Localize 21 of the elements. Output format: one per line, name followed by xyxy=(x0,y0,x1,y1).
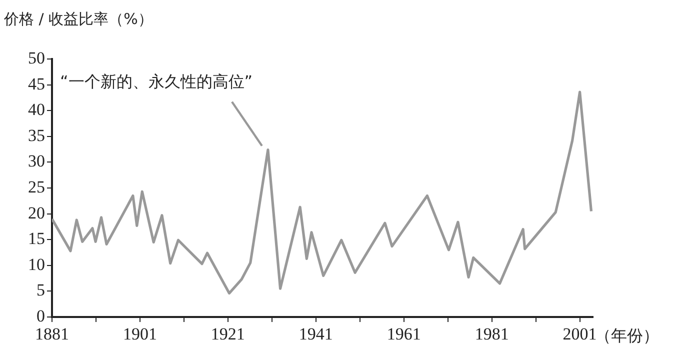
y-tick-label: 45 xyxy=(28,74,45,94)
x-tick-label: 1981 xyxy=(474,324,509,344)
y-tick-label: 40 xyxy=(28,100,45,120)
y-axis-title: 价格 / 收益比率（%） xyxy=(3,10,153,28)
y-tick-label: 35 xyxy=(28,126,45,145)
y-tick-label: 10 xyxy=(28,254,45,274)
x-tick-label: 1961 xyxy=(386,324,421,344)
y-tick-label: 50 xyxy=(28,48,45,68)
y-tick-label: 20 xyxy=(28,203,45,222)
y-tick-label: 15 xyxy=(28,229,45,248)
y-tick-label: 30 xyxy=(28,152,45,171)
y-tick-label: 25 xyxy=(28,177,45,196)
x-tick-label: 1881 xyxy=(35,324,69,344)
y-tick-label: 5 xyxy=(36,280,45,300)
y-tick-label: 0 xyxy=(36,306,45,326)
x-tick-label: 2001 xyxy=(562,324,597,344)
x-axis-title: （年份） xyxy=(595,326,659,345)
x-tick-label: 1921 xyxy=(210,324,245,344)
annotation: “一个新的、永久性的高位” xyxy=(60,72,253,91)
x-tick-label: 1941 xyxy=(298,324,333,344)
x-tick-label: 1901 xyxy=(122,324,157,344)
